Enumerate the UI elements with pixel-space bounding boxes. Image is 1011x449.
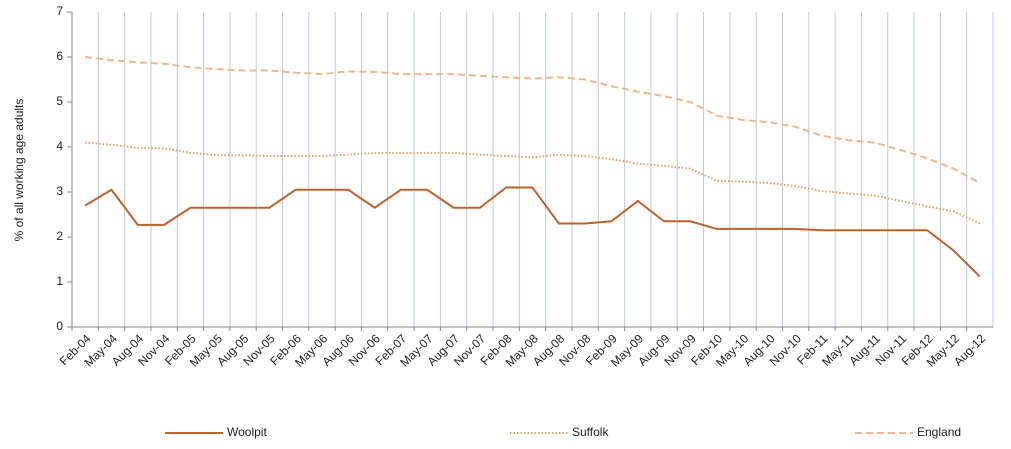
y-tick-label: 1 — [56, 274, 63, 288]
y-tick-label: 6 — [56, 49, 63, 63]
y-axis-label: % of all working age adults — [12, 99, 26, 242]
y-tick-label: 4 — [56, 139, 63, 153]
legend-label: Woolpit — [227, 425, 267, 439]
legend-label: England — [917, 425, 961, 439]
y-tick-label: 5 — [56, 94, 63, 108]
y-tick-label: 7 — [56, 4, 63, 18]
line-series — [84, 186, 981, 278]
y-tick-label: 0 — [56, 319, 63, 333]
y-tick-label: 3 — [56, 184, 63, 198]
legend-label: Suffolk — [572, 425, 609, 439]
line-series — [85, 56, 981, 184]
line-series — [85, 141, 981, 225]
y-tick-label: 2 — [56, 229, 63, 243]
